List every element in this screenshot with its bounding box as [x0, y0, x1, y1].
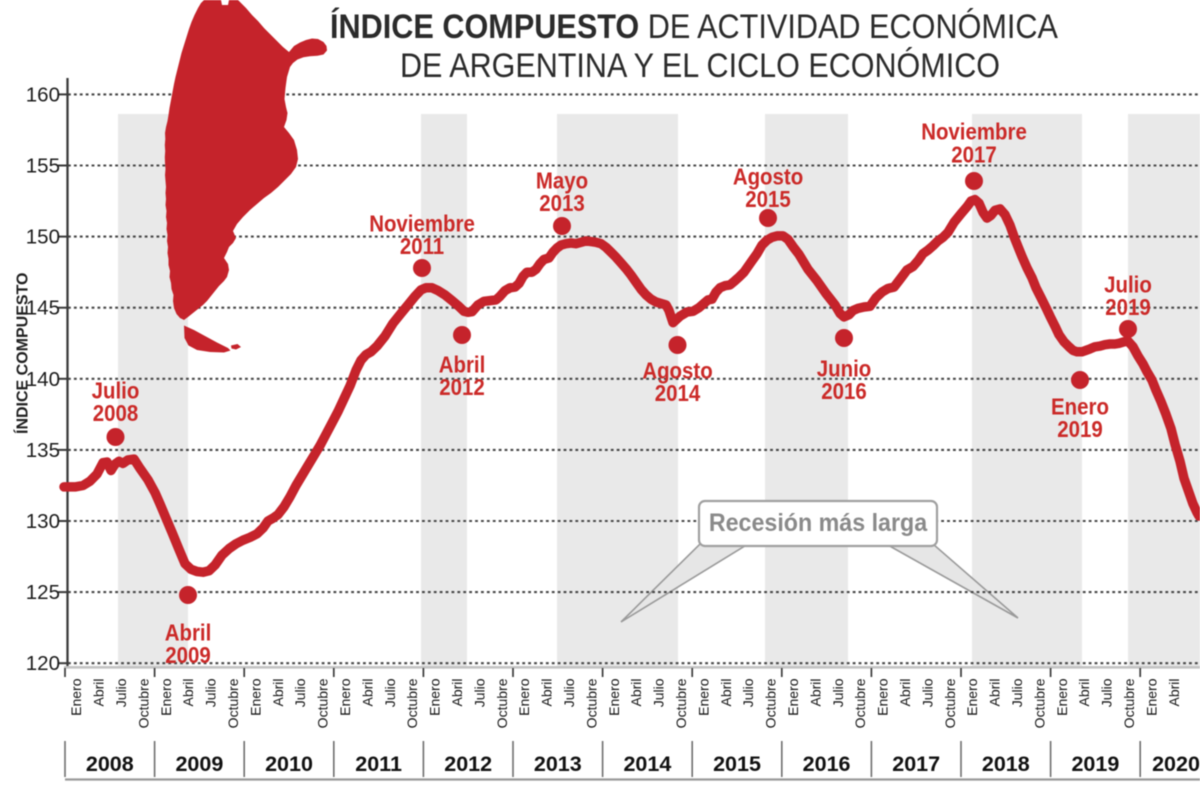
svg-text:Enero: Enero: [964, 678, 980, 716]
svg-text:2016: 2016: [803, 752, 851, 776]
svg-text:Abril: Abril: [1076, 679, 1092, 707]
svg-text:Julio: Julio: [1104, 271, 1152, 298]
svg-text:2019: 2019: [1057, 416, 1102, 443]
svg-text:Abril: Abril: [180, 679, 196, 707]
svg-text:Julio: Julio: [382, 678, 398, 707]
svg-text:2009: 2009: [165, 642, 210, 669]
svg-text:2017: 2017: [951, 141, 996, 168]
svg-text:2014: 2014: [655, 380, 701, 407]
svg-text:2013: 2013: [539, 190, 584, 217]
svg-text:Abril: Abril: [165, 619, 212, 646]
svg-text:Julio: Julio: [203, 678, 219, 707]
svg-text:2019: 2019: [1071, 752, 1119, 776]
svg-text:Mayo: Mayo: [536, 167, 588, 194]
svg-text:2013: 2013: [534, 752, 582, 776]
svg-text:2020: 2020: [1152, 752, 1200, 776]
svg-text:2015: 2015: [745, 186, 790, 213]
svg-text:Abril: Abril: [91, 679, 107, 707]
svg-text:Abril: Abril: [539, 679, 555, 707]
svg-text:Octubre: Octubre: [942, 678, 958, 728]
svg-text:2015: 2015: [713, 752, 761, 776]
svg-text:Enero: Enero: [1051, 393, 1109, 420]
svg-text:Abril: Abril: [1166, 679, 1182, 707]
svg-text:Enero: Enero: [516, 678, 532, 716]
svg-text:2011: 2011: [355, 752, 402, 776]
svg-text:2009: 2009: [175, 752, 223, 776]
svg-text:Julio: Julio: [1099, 678, 1115, 707]
svg-text:Octubre: Octubre: [583, 678, 599, 728]
svg-text:Enero: Enero: [158, 678, 174, 716]
svg-text:Abril: Abril: [807, 679, 823, 707]
svg-text:ÍNDICE COMPUESTO DE ACTIVIDAD: ÍNDICE COMPUESTO DE ACTIVIDAD ECONÓMICA: [330, 8, 1058, 46]
svg-text:Abril: Abril: [449, 679, 465, 707]
svg-text:Abril: Abril: [270, 679, 286, 707]
svg-text:Octubre: Octubre: [135, 678, 151, 728]
svg-text:Enero: Enero: [247, 678, 263, 716]
svg-text:2018: 2018: [982, 752, 1030, 776]
svg-text:Abril: Abril: [628, 679, 644, 707]
svg-text:2017: 2017: [892, 752, 940, 776]
svg-text:2011: 2011: [400, 233, 444, 260]
svg-text:Julio: Julio: [651, 678, 667, 707]
svg-text:Julio: Julio: [92, 377, 140, 404]
svg-text:120: 120: [26, 652, 60, 675]
svg-text:Enero: Enero: [427, 678, 443, 716]
svg-text:Octubre: Octubre: [673, 678, 689, 728]
svg-text:ÍNDICE COMPUESTO: ÍNDICE COMPUESTO: [13, 273, 32, 435]
svg-text:150: 150: [26, 226, 60, 249]
svg-text:135: 135: [26, 439, 60, 462]
svg-text:Enero: Enero: [68, 678, 84, 716]
svg-text:Julio: Julio: [471, 678, 487, 707]
svg-text:Octubre: Octubre: [404, 678, 420, 728]
svg-text:Julio: Julio: [113, 678, 129, 707]
svg-text:Octubre: Octubre: [1121, 678, 1137, 728]
svg-text:2008: 2008: [93, 400, 138, 427]
svg-text:Abril: Abril: [897, 679, 913, 707]
svg-text:130: 130: [26, 510, 60, 533]
svg-text:Julio: Julio: [292, 678, 308, 707]
svg-text:2016: 2016: [821, 378, 866, 405]
svg-text:Octubre: Octubre: [1031, 678, 1047, 728]
svg-text:Octubre: Octubre: [763, 678, 779, 728]
svg-text:2008: 2008: [86, 752, 134, 776]
svg-text:140: 140: [26, 368, 60, 391]
svg-text:2012: 2012: [439, 374, 484, 401]
svg-text:Enero: Enero: [1143, 678, 1159, 716]
svg-text:Enero: Enero: [337, 678, 353, 716]
svg-text:Enero: Enero: [1054, 678, 1070, 716]
svg-text:Enero: Enero: [695, 678, 711, 716]
svg-text:2010: 2010: [265, 752, 313, 776]
svg-text:155: 155: [26, 155, 60, 178]
svg-text:Recesión más larga: Recesión más larga: [709, 509, 928, 537]
svg-text:Enero: Enero: [875, 678, 891, 716]
svg-text:Octubre: Octubre: [315, 678, 331, 728]
svg-text:2012: 2012: [444, 752, 492, 776]
svg-text:Agosto: Agosto: [642, 357, 712, 384]
svg-text:Abril: Abril: [359, 679, 375, 707]
svg-text:Abril: Abril: [439, 351, 486, 378]
svg-text:Julio: Julio: [740, 678, 756, 707]
svg-text:Octubre: Octubre: [494, 678, 510, 728]
svg-text:125: 125: [26, 581, 60, 604]
svg-text:2019: 2019: [1105, 294, 1150, 321]
svg-text:145: 145: [26, 297, 60, 320]
svg-text:Octubre: Octubre: [852, 678, 868, 728]
svg-text:Noviembre: Noviembre: [369, 210, 475, 237]
svg-text:Junio: Junio: [817, 355, 872, 382]
svg-text:Abril: Abril: [987, 679, 1003, 707]
svg-text:160: 160: [26, 83, 60, 106]
svg-text:Julio: Julio: [1009, 678, 1025, 707]
svg-text:DE ARGENTINA Y EL CICLO ECONÓM: DE ARGENTINA Y EL CICLO ECONÓMICO: [400, 47, 1000, 85]
svg-text:Enero: Enero: [785, 678, 801, 716]
svg-text:Octubre: Octubre: [225, 678, 241, 728]
svg-text:Julio: Julio: [919, 678, 935, 707]
svg-text:Abril: Abril: [718, 679, 734, 707]
svg-text:2014: 2014: [623, 752, 671, 776]
svg-text:Julio: Julio: [561, 678, 577, 707]
svg-text:Enero: Enero: [606, 678, 622, 716]
svg-text:Agosto: Agosto: [733, 163, 803, 190]
svg-text:Julio: Julio: [830, 678, 846, 707]
svg-text:Noviembre: Noviembre: [921, 118, 1027, 145]
